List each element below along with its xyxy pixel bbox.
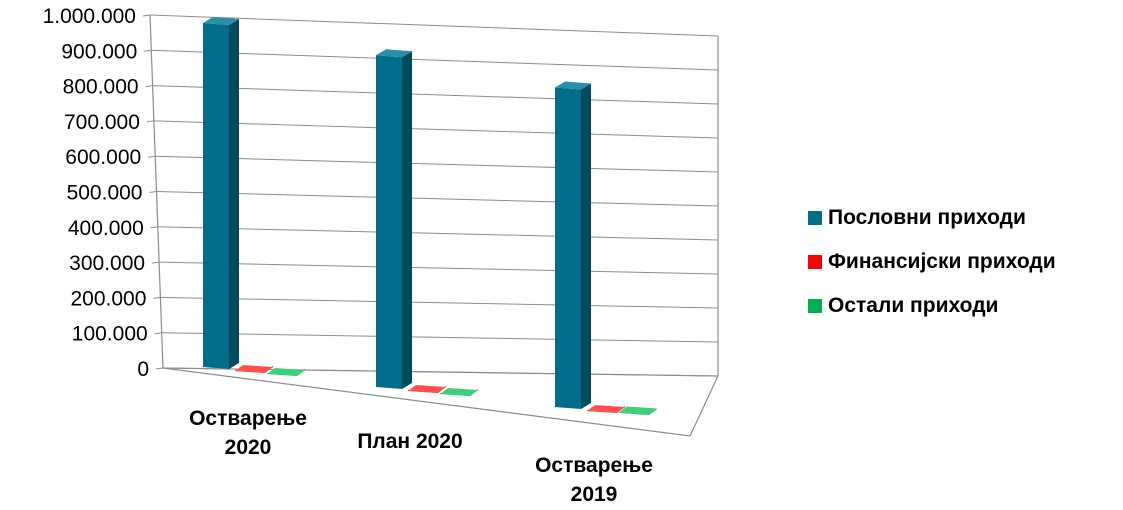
gridline (153, 120, 719, 139)
bar-side (229, 19, 239, 369)
y-tick-mark (146, 120, 154, 123)
bar-top (267, 368, 305, 376)
y-tick-label: 600.000 (65, 146, 141, 169)
gridline (149, 14, 719, 37)
gridline (155, 155, 719, 173)
bar-1-0 (376, 49, 412, 389)
y-tick-mark (155, 367, 164, 370)
gridline (161, 332, 719, 343)
bar-front (555, 87, 581, 409)
y-tick-label: 800.000 (63, 76, 139, 99)
bar-0-2 (267, 368, 305, 376)
bars (203, 17, 657, 415)
bar-2-1 (587, 405, 625, 413)
bar-1-1 (408, 385, 446, 393)
legend-swatch-financial-income (808, 255, 822, 269)
y-tick-label: 1.000.000 (43, 5, 136, 28)
bar-front (203, 23, 229, 369)
x-category-label-1: План 2020 (357, 430, 462, 453)
y-tick-mark (152, 261, 160, 264)
bar-2-0 (555, 81, 591, 409)
y-tick-label: 0 (137, 358, 149, 381)
legend-item-other-income: Остали приходи (808, 284, 1056, 328)
bar-top (440, 388, 478, 396)
gridline (152, 85, 719, 105)
bar-side (581, 83, 591, 409)
legend-label-financial-income: Финансијски приходи (828, 250, 1056, 273)
bar-front (376, 55, 402, 389)
y-tick-mark (153, 296, 161, 299)
bar-side (402, 51, 412, 389)
x-category-label-0: Остварење 2020 (189, 407, 307, 459)
legend-swatch-other-income (808, 299, 822, 313)
y-tick-label: 200.000 (70, 287, 146, 310)
bar-0-0 (203, 17, 239, 369)
bar-2-2 (619, 406, 657, 415)
x-category-label-2: Остварење 2019 (535, 454, 653, 506)
legend-label-operating-income: Пословни приходи (828, 206, 1026, 229)
y-tick-label: 300.000 (69, 252, 145, 275)
y-tick-mark (148, 155, 156, 158)
legend-label-other-income: Остали приходи (828, 294, 999, 317)
legend-swatch-operating-income (808, 211, 822, 225)
gridline (157, 226, 719, 241)
floor-front-edge (162, 367, 719, 437)
bar-0-1 (235, 365, 273, 373)
bar-top (587, 405, 625, 413)
y-tick-label: 400.000 (68, 217, 144, 240)
bar-top (619, 406, 657, 415)
bar-1-2 (440, 388, 478, 396)
x-axis: Остварење 2020 План 2020 Остварење 2019 (189, 407, 653, 506)
bar-top (203, 17, 239, 25)
y-tick-mark (142, 14, 151, 17)
legend-item-financial-income: Финансијски приходи (808, 240, 1056, 284)
legend-item-operating-income: Пословни приходи (808, 196, 1056, 240)
y-tick-mark (144, 49, 152, 52)
y-axis: 0 100.000 200.000 300.000 400.000 500.000 600.… (43, 5, 164, 381)
bar-side (649, 408, 657, 415)
y-tick-mark (145, 85, 153, 88)
bar-front (619, 412, 649, 415)
gridline (151, 49, 719, 71)
y-tick-label: 900.000 (61, 40, 137, 63)
gridline (156, 191, 719, 207)
bar-top (408, 385, 446, 393)
y-tick-mark (149, 191, 157, 193)
y-tick-mark (154, 332, 162, 335)
y-tick-label: 700.000 (64, 111, 140, 134)
legend: Пословни приходи Финансијски приходи Ост… (808, 196, 1056, 328)
gridline (159, 261, 719, 275)
bar-top (235, 365, 273, 373)
y-tick-label: 100.000 (72, 323, 148, 346)
bar-top (555, 81, 591, 90)
y-tick-mark (150, 226, 158, 229)
bar-top (376, 49, 412, 58)
gridline (160, 296, 719, 309)
y-tick-label: 500.000 (67, 182, 143, 205)
